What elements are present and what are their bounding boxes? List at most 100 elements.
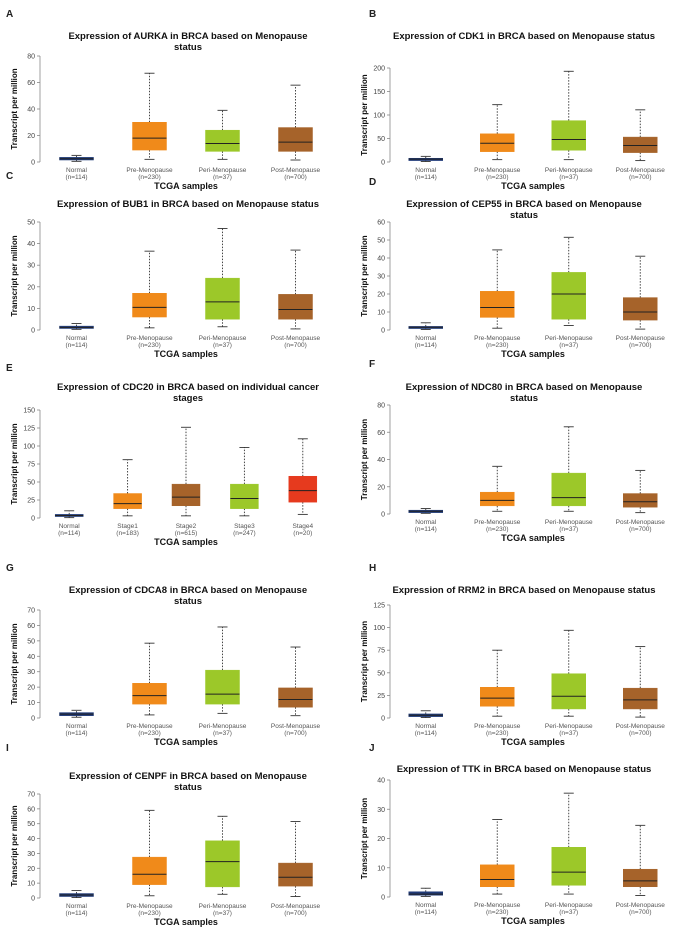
x-tick-label: Peri-Menopause	[545, 167, 593, 174]
x-axis-title: TCGA samples	[501, 916, 565, 926]
x-tick-label: Normal	[415, 902, 437, 909]
chart-title: Expression of NDC80 in BRCA based on Men…	[406, 382, 643, 393]
box-peri-menopause	[551, 70, 586, 161]
x-tick-label: Post-Menopause	[271, 167, 321, 174]
x-tick-n: (n=114)	[415, 174, 437, 181]
panel-label: B	[369, 9, 376, 20]
x-tick-n: (n=114)	[415, 342, 437, 349]
y-tick-label: 20	[377, 484, 385, 491]
x-tick-n: (n=230)	[486, 526, 509, 533]
y-tick-label: 40	[377, 457, 385, 464]
panel-J: J Expression of TTK in BRCA based on Meno…	[360, 743, 665, 926]
x-tick-label: Normal	[66, 903, 88, 910]
box-peri-menopause	[551, 426, 586, 512]
x-tick-n: (n=700)	[629, 526, 652, 533]
box-normal	[59, 890, 94, 899]
y-tick-label: 10	[27, 700, 35, 707]
x-tick-n: (n=615)	[175, 530, 198, 537]
x-tick-n: (n=114)	[415, 730, 437, 737]
x-tick-n: (n=37)	[559, 730, 578, 737]
box-body	[551, 120, 586, 151]
x-tick-n: (n=700)	[284, 730, 307, 737]
y-tick-label: 30	[377, 274, 385, 281]
box-body	[171, 483, 201, 507]
y-tick-label: 40	[27, 836, 35, 843]
x-axis-title: TCGA samples	[154, 349, 218, 359]
x-tick-label: Post-Menopause	[616, 519, 666, 526]
chart-title: Expression of CDC20 in BRCA based on ind…	[57, 382, 319, 393]
box-stage3	[230, 446, 259, 517]
box-peri-menopause	[205, 109, 240, 160]
y-axis-title: Transcript per million	[10, 68, 19, 149]
x-tick-label: Post-Menopause	[616, 335, 666, 342]
chart-title: Expression of AURKA in BRCA based on Men…	[68, 31, 307, 42]
box-peri-menopause	[551, 236, 586, 326]
box-pre-menopause	[132, 250, 167, 329]
y-tick-label: 25	[27, 498, 35, 505]
y-tick-label: 0	[381, 895, 385, 902]
panel-F: F Expression of NDC80 in BRCA based on Me…	[360, 359, 665, 543]
x-tick-n: (n=230)	[486, 342, 509, 349]
y-tick-label: 30	[27, 263, 35, 270]
box-body	[551, 673, 586, 710]
chart-title: Expression of TTK in BRCA based on Menop…	[397, 764, 652, 775]
x-tick-n: (n=230)	[486, 174, 509, 181]
y-tick-label: 150	[373, 89, 385, 96]
box-pre-menopause	[480, 649, 515, 717]
x-tick-label: Stage3	[234, 523, 255, 530]
x-tick-n: (n=37)	[213, 730, 232, 737]
chart-title: Expression of CENPF in BRCA based on Men…	[69, 771, 307, 782]
x-axis-title: TCGA samples	[501, 737, 565, 747]
box-normal	[408, 710, 443, 718]
y-tick-label: 70	[27, 608, 35, 615]
box-body	[278, 294, 313, 320]
y-tick-label: 80	[377, 403, 385, 410]
x-tick-label: Normal	[66, 723, 88, 730]
x-tick-label: Post-Menopause	[271, 335, 321, 342]
x-tick-n: (n=700)	[629, 730, 652, 737]
box-pre-menopause	[132, 809, 167, 897]
x-tick-n: (n=37)	[559, 174, 578, 181]
box-body	[113, 493, 142, 509]
box-body	[132, 856, 167, 885]
box-body	[288, 475, 318, 503]
chart-title: status	[510, 210, 538, 221]
panel-label: H	[369, 563, 376, 574]
panel-label: D	[369, 177, 376, 188]
x-tick-label: Pre-Menopause	[474, 902, 521, 909]
y-axis-title: Transcript per million	[10, 805, 19, 886]
box-post-menopause	[278, 821, 313, 897]
y-axis-title: Transcript per million	[360, 621, 369, 702]
y-tick-label: 100	[373, 625, 385, 632]
y-tick-label: 0	[31, 160, 35, 167]
x-tick-n: (n=37)	[213, 174, 232, 181]
x-tick-n: (n=230)	[138, 910, 161, 917]
y-tick-label: 60	[377, 430, 385, 437]
x-tick-n: (n=114)	[65, 174, 87, 181]
x-tick-n: (n=37)	[213, 910, 232, 917]
y-tick-label: 0	[31, 716, 35, 723]
x-tick-label: Pre-Menopause	[474, 723, 521, 730]
box-post-menopause	[623, 646, 658, 718]
x-tick-label: Pre-Menopause	[474, 335, 521, 342]
box-body	[230, 483, 259, 509]
box-peri-menopause	[205, 228, 240, 328]
y-tick-label: 20	[27, 284, 35, 291]
y-tick-label: 0	[381, 328, 385, 335]
y-tick-label: 60	[27, 806, 35, 813]
x-tick-n: (n=700)	[629, 174, 652, 181]
box-post-menopause	[623, 109, 658, 162]
panel-G: G Expression of CDCA8 in BRCA based on Me…	[6, 563, 320, 747]
panel-label: G	[6, 563, 14, 574]
y-tick-label: 40	[377, 256, 385, 263]
x-tick-n: (n=37)	[559, 342, 578, 349]
y-tick-label: 10	[377, 865, 385, 872]
panel-E: E Expression of CDC20 in BRCA based on in…	[6, 363, 319, 547]
x-tick-label: Pre-Menopause	[126, 167, 173, 174]
box-body	[205, 277, 240, 320]
box-peri-menopause	[205, 815, 240, 895]
box-normal	[408, 887, 443, 897]
x-tick-n: (n=114)	[415, 909, 437, 916]
x-tick-n: (n=230)	[486, 909, 509, 916]
